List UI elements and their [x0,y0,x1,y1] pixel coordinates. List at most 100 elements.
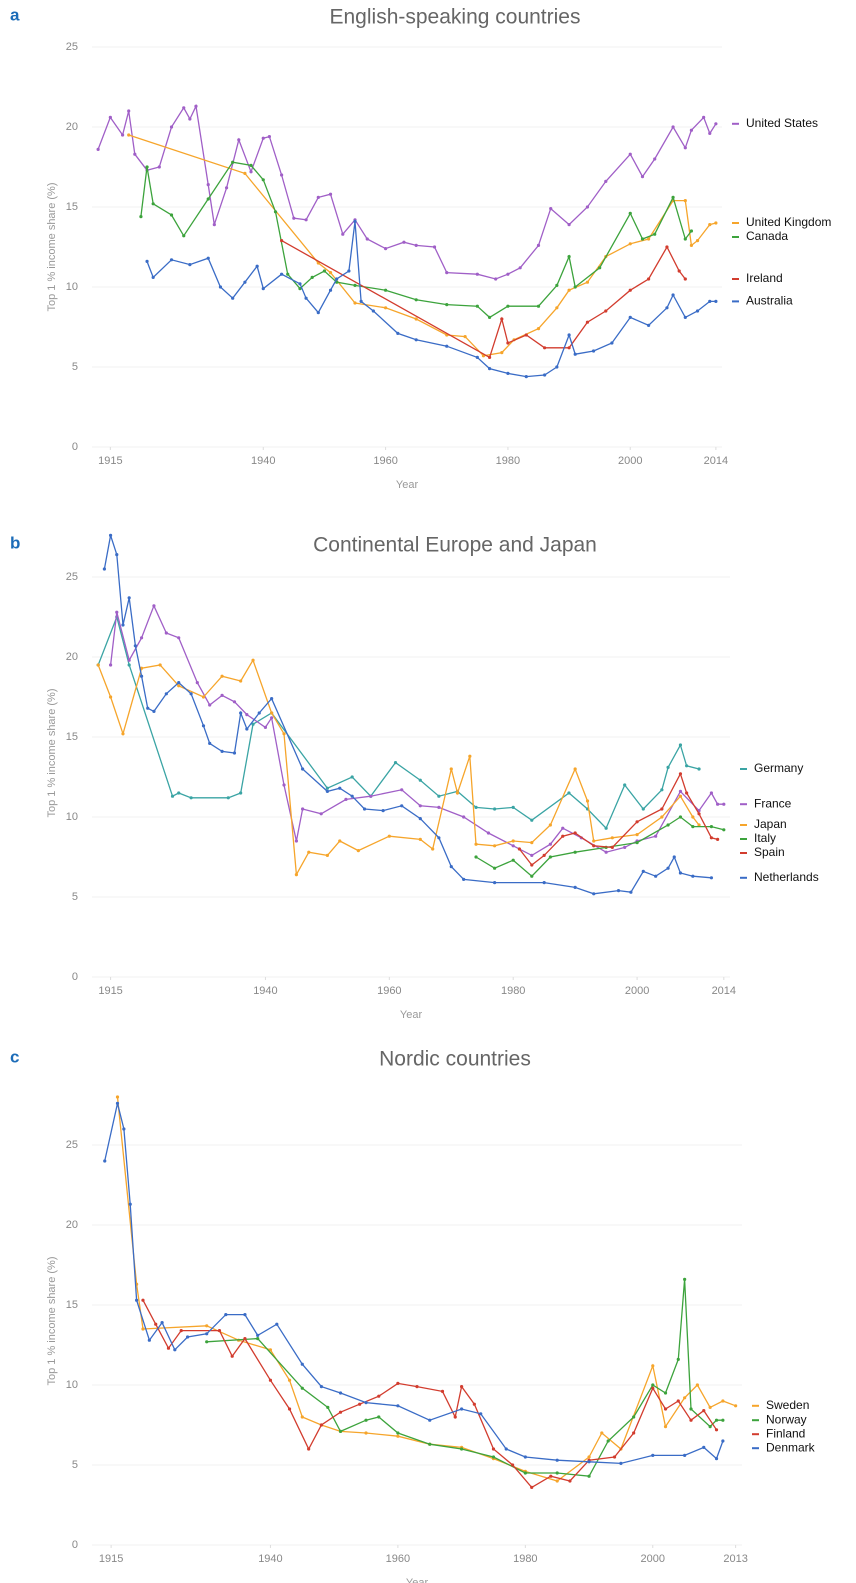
data-point [604,826,608,830]
data-point [708,223,712,227]
data-point [141,1298,145,1302]
data-point [145,259,149,263]
data-point [353,283,357,287]
data-point [145,165,149,169]
data-point [573,352,577,356]
data-point [319,1423,324,1427]
data-point [678,794,683,798]
y-axis-title: Top 1 % income share (%) [46,1257,58,1386]
data-point [708,299,712,303]
data-point [511,844,515,848]
data-point [364,1431,368,1435]
data-point [304,218,308,222]
data-point [133,152,137,156]
legend-label: Germany [754,761,803,775]
data-point [377,1415,381,1419]
data-point [600,1431,604,1435]
x-tick-label: 1940 [258,1553,282,1565]
data-point [709,791,714,795]
x-axis-title: Year [406,1577,429,1583]
legend-label: Finland [766,1426,805,1440]
data-point [122,1127,126,1131]
data-point [500,351,504,355]
panel: c Nordic countries 0 5 10 15 20 25 1915 1940 1960 1… [10,1047,816,1583]
data-point [493,866,497,870]
data-point [396,1431,400,1435]
data-point [695,239,700,243]
data-point [263,725,268,730]
data-point [294,839,299,843]
data-point [536,327,541,331]
data-point [298,282,302,286]
data-point [585,799,590,803]
data-point [326,1405,330,1409]
data-point [647,277,651,281]
data-point [316,195,320,199]
data-point [722,802,726,806]
data-point [487,355,492,359]
data-point [475,272,479,276]
data-point [322,269,327,273]
data-point [362,807,367,811]
data-point [592,844,596,848]
data-point [282,783,286,787]
data-point [300,1362,304,1366]
data-point [400,804,404,808]
data-point [530,841,534,845]
y-tick-label: 5 [72,361,78,373]
panel-label: c [10,1047,19,1066]
chart-title: Nordic countries [379,1048,531,1071]
legend-label: United States [746,116,818,130]
data-point [628,152,632,156]
data-point [217,1329,222,1333]
data-point [708,131,712,135]
data-point [239,679,243,683]
data-point [307,850,311,854]
data-point [206,197,210,201]
data-point [721,1399,725,1403]
data-point [164,692,168,696]
data-point [683,199,687,203]
series-line [206,1279,723,1477]
data-point [189,692,193,696]
data-point [141,1327,145,1331]
data-point [255,264,259,268]
y-tick-label: 25 [66,571,78,583]
data-point [567,333,571,337]
data-point [697,767,701,771]
data-point [491,1447,496,1451]
data-point [115,1095,120,1099]
series-line [140,161,692,319]
data-point [287,1407,292,1411]
data-point [108,695,113,699]
x-tick-label: 2014 [712,985,736,997]
data-point [414,338,418,342]
data-point [635,820,639,824]
data-point [268,1348,273,1352]
data-point [517,847,521,851]
data-point [437,836,441,840]
data-point [231,296,235,300]
data-point [286,272,290,276]
data-point [606,1439,610,1443]
data-point [567,791,571,795]
data-point [689,229,694,233]
data-point [691,815,695,819]
data-point [147,1338,151,1342]
data-point [359,299,363,303]
data-point [695,1383,699,1387]
data-point [350,794,354,798]
data-point [154,1322,158,1326]
data-point [325,789,329,794]
data-point [511,858,515,862]
data-point [523,1471,527,1475]
data-point [610,845,614,850]
series-line [281,240,686,359]
legend-label: Australia [746,294,793,308]
data-point [632,1415,636,1419]
data-point [721,1418,725,1422]
data-point [300,1415,304,1419]
data-point [708,1405,712,1409]
data-point [714,221,718,225]
data-point [506,371,510,375]
